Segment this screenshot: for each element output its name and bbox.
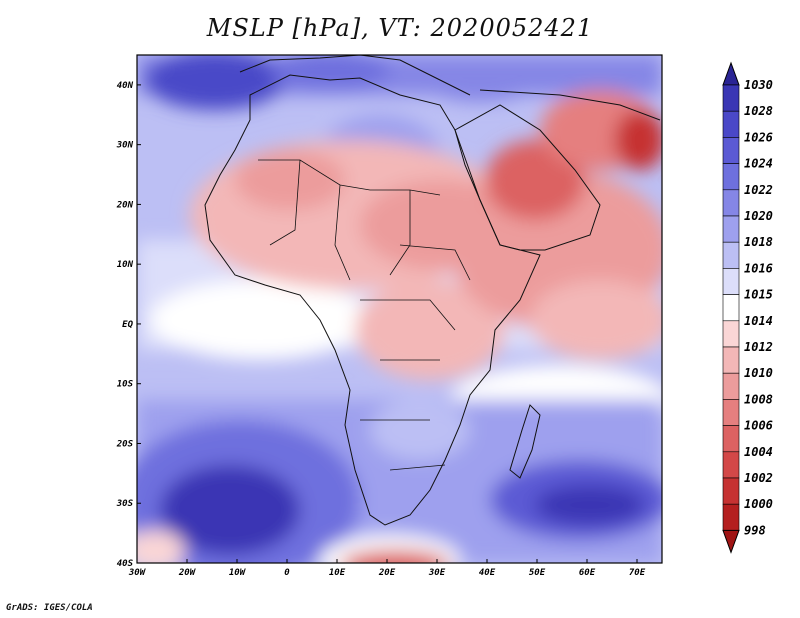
map-title: MSLP [hPa], VT: 2020052421 [206,14,594,42]
y-tick-label: 40S [117,559,134,569]
y-tick-label: 40N [117,81,134,91]
x-tick-label: 10E [329,568,346,578]
y-tick-label: 20N [116,200,134,210]
map-figure: 30W 20W 10W 0 10E 20E 30E 40E 50E 60E 70E 40N 30N 20… [116,54,773,578]
colorbar-segment [722,189,740,217]
madagascar-coastline [509,404,541,479]
colorbar-label: 1014 [744,314,773,328]
colorbar-label: 1016 [744,261,773,275]
colorbar: 1030 1028 1026 1024 1022 1020 1018 1016 1015 1014… [722,61,773,554]
x-tick-label: 30W [128,568,147,578]
grads-credit: GrADS: IGES/COLA [6,603,93,613]
colorbar-label: 1018 [744,235,773,249]
colorbar-label: 1020 [744,209,773,223]
colorbar-segment [722,372,740,400]
colorbar-label: 1000 [744,497,773,511]
colorbar-segment [722,84,740,112]
colorbar-segment [722,294,740,322]
colorbar-label: 1006 [744,419,773,433]
colorbar-label: 1015 [744,288,773,302]
colorbar-segment [722,320,740,348]
map-frame [136,54,663,564]
arabia-coastline [454,104,601,251]
x-tick-label: 30E [428,568,446,578]
x-tick-label: 70E [629,568,646,578]
country-borders [258,159,471,471]
x-tick-label: 10W [229,568,247,578]
colorbar-top-arrow [722,61,740,86]
colorbar-segment [722,268,740,295]
y-tick-label: 10N [117,260,134,270]
europe-coastline [239,55,471,96]
y-tick-label: 20S [116,439,134,449]
x-tick-label: 50E [529,568,546,578]
colorbar-label: 998 [744,523,766,537]
colorbar-segment [722,241,740,269]
map-panel [137,55,662,563]
colorbar-segment [722,399,740,426]
colorbar-label: 1012 [744,340,773,354]
colorbar-segment [722,110,740,138]
x-tick-label: 20E [378,568,396,578]
colorbar-segment [722,163,740,191]
colorbar-label: 1002 [744,471,773,485]
colorbar-segment [722,215,740,243]
colorbar-label: 1010 [744,366,773,380]
colorbar-label: 1030 [744,78,773,92]
africa-coastline [204,74,541,526]
colorbar-segment [722,425,740,453]
asia-coastline [479,89,661,121]
x-tick-label: 40E [479,568,496,578]
y-tick-label: 30N [116,141,134,151]
colorbar-segment [722,137,740,164]
colorbar-bottom-arrow [722,529,740,554]
colorbar-label: 1022 [744,183,773,197]
y-axis: 40N 30N 20N 10N EQ 10S 20S 30S 40S [116,81,141,569]
colorbar-label: 1004 [744,445,773,459]
x-tick-label: 60E [579,568,596,578]
colorbar-segment [722,503,740,531]
colorbar-label: 1008 [744,392,773,406]
y-tick-label: EQ [122,320,133,330]
colorbar-segment [722,451,740,479]
colorbar-label: 1026 [744,130,773,144]
y-tick-label: 10S [117,380,134,390]
x-tick-label: 0 [284,568,290,578]
colorbar-label: 1024 [744,157,773,171]
colorbar-segment [722,346,740,374]
colorbar-segment [722,477,740,505]
x-tick-label: 20W [178,568,197,578]
y-tick-label: 30S [116,499,134,509]
x-axis: 30W 20W 10W 0 10E 20E 30E 40E 50E 60E 70E [128,559,646,578]
colorbar-label: 1028 [744,104,773,118]
